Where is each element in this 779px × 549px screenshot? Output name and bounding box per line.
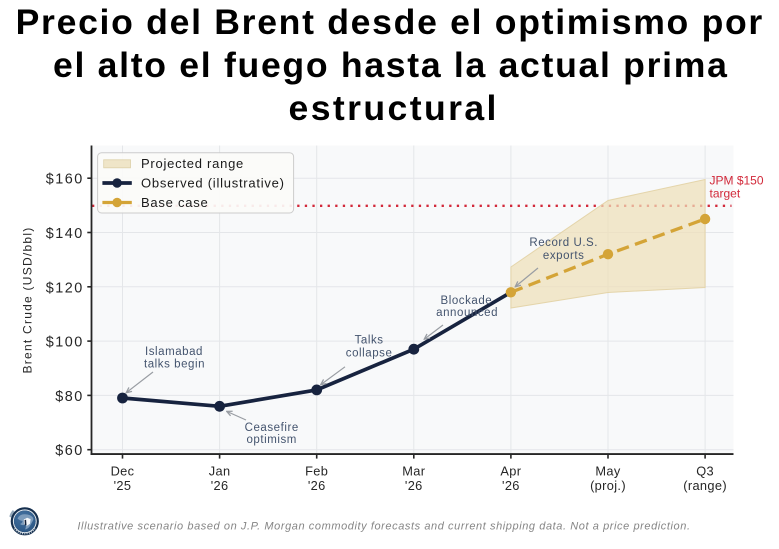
svg-text:optimism: optimism (246, 434, 296, 446)
svg-text:Observed (illustrative): Observed (illustrative) (141, 176, 285, 191)
svg-text:'26: '26 (211, 478, 229, 493)
svg-text:Q3: Q3 (696, 464, 714, 479)
svg-text:'26: '26 (405, 478, 423, 493)
svg-text:$100: $100 (46, 335, 84, 351)
svg-text:Projected range: Projected range (141, 156, 244, 171)
svg-text:(proj.): (proj.) (590, 478, 626, 493)
svg-text:Ceasefire: Ceasefire (245, 422, 299, 434)
svg-text:$140: $140 (46, 226, 84, 242)
svg-text:'25: '25 (114, 478, 132, 493)
svg-text:Base case: Base case (141, 195, 208, 210)
svg-text:Talks: Talks (355, 334, 384, 346)
svg-text:$160: $160 (46, 172, 84, 188)
svg-text:collapse: collapse (346, 347, 393, 359)
svg-text:announced: announced (436, 307, 498, 319)
svg-text:'26: '26 (308, 478, 326, 493)
svg-text:exports: exports (543, 250, 585, 262)
svg-text:May: May (595, 464, 620, 479)
svg-text:Jan: Jan (209, 464, 231, 479)
svg-text:Illustrative scenario based on: Illustrative scenario based on J.P. Morg… (77, 521, 690, 533)
svg-text:Record U.S.: Record U.S. (529, 237, 598, 249)
svg-text:Precio del Brent desde el opti: Precio del Brent desde el optimismo por (16, 2, 764, 42)
svg-text:$120: $120 (46, 280, 84, 296)
svg-text:Apr: Apr (500, 464, 521, 479)
svg-text:$80: $80 (55, 389, 84, 405)
svg-text:Feb: Feb (305, 464, 328, 479)
svg-text:Mar: Mar (402, 464, 425, 479)
svg-text:Dec: Dec (111, 464, 135, 479)
svg-text:talks begin: talks begin (144, 359, 205, 371)
svg-text:el alto el fuego hasta la actu: el alto el fuego hasta la actual prima (53, 45, 729, 85)
svg-text:$60: $60 (55, 443, 84, 459)
svg-text:Islamabad: Islamabad (145, 346, 203, 358)
svg-text:target: target (710, 186, 741, 200)
svg-text:'26: '26 (502, 478, 520, 493)
svg-text:estructural: estructural (289, 88, 499, 128)
svg-text:Blockade: Blockade (441, 295, 493, 307)
svg-text:JPM $150: JPM $150 (710, 173, 764, 187)
svg-text:Brent Crude (USD/bbl): Brent Crude (USD/bbl) (20, 227, 34, 374)
svg-text:(range): (range) (683, 478, 727, 493)
